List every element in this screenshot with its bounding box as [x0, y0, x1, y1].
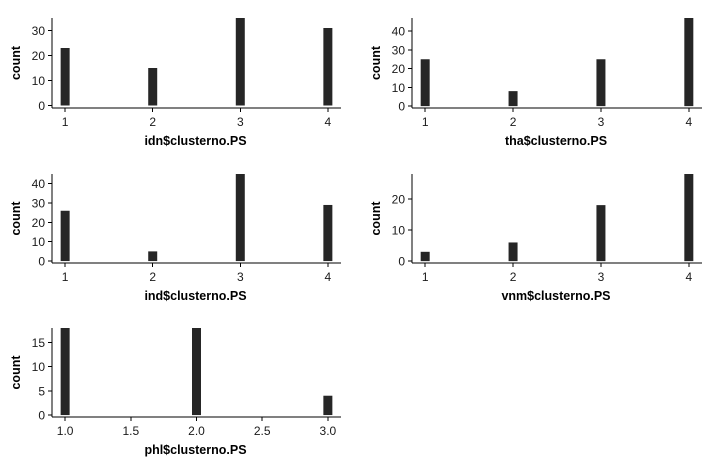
x-tick-label: 1 [62, 115, 69, 129]
y-axis-title: count [9, 201, 23, 236]
panel-3: 0 10 20 30 40 1 2 3 4 ind$clusterno.PS count [9, 174, 341, 303]
y-tick-label: 20 [392, 192, 406, 206]
bar-2 [508, 242, 518, 262]
y-tick-label: 30 [32, 197, 46, 211]
y-tick-label: 0 [398, 255, 405, 269]
bar-4 [684, 18, 694, 107]
bar-2 [148, 68, 158, 106]
x-tick-label: 2 [510, 115, 517, 129]
y-tick-label: 30 [32, 24, 46, 38]
x-tick-label: 3 [598, 115, 605, 129]
x-tick-label: 2.5 [254, 424, 271, 438]
panel-4: 0 10 20 1 2 3 4 vnm$clusterno.PS count [369, 174, 702, 303]
y-tick-label: 10 [32, 74, 46, 88]
bar-4 [323, 204, 333, 262]
y-tick-label: 20 [32, 49, 46, 63]
x-axis-title: ind$clusterno.PS [144, 289, 246, 303]
y-axis-title: count [9, 45, 23, 80]
y-tick-label: 0 [38, 255, 45, 269]
x-axis-title: phl$clusterno.PS [144, 443, 246, 457]
panel-1: 0 10 20 30 1 2 3 4 idn$clusterno.PS count [9, 18, 341, 148]
y-tick-label: 0 [38, 99, 45, 113]
y-axis-title: count [369, 201, 383, 236]
y-axis-title: count [369, 45, 383, 80]
bar-1 [60, 328, 70, 416]
y-tick-label: 10 [392, 224, 406, 238]
x-tick-label: 1 [62, 270, 69, 284]
y-tick-label: 40 [32, 177, 46, 191]
x-tick-label: 3 [237, 270, 244, 284]
y-tick-label: 40 [392, 25, 406, 39]
y-tick-label: 30 [392, 43, 406, 57]
x-tick-label: 1.0 [57, 424, 74, 438]
x-tick-label: 2 [149, 115, 156, 129]
bar-3 [596, 59, 606, 107]
bar-3 [596, 205, 606, 262]
y-tick-label: 15 [32, 336, 46, 350]
bar-4 [323, 28, 333, 106]
x-tick-label: 2 [510, 270, 517, 284]
bar-2 [148, 251, 158, 262]
y-tick-label: 10 [392, 81, 406, 95]
y-tick-label: 10 [32, 235, 46, 249]
y-tick-label: 20 [392, 62, 406, 76]
bar-1 [60, 210, 70, 262]
bar-1 [420, 251, 430, 262]
y-axis-title: count [9, 355, 23, 390]
x-axis-title: idn$clusterno.PS [144, 134, 246, 148]
panel-2: 0 10 20 30 40 1 2 3 4 tha$clusterno.PS count [369, 18, 702, 148]
bar-4 [684, 174, 694, 262]
y-tick-label: 10 [32, 360, 46, 374]
x-tick-label: 4 [325, 270, 332, 284]
bar-2 [192, 328, 201, 416]
y-tick-label: 0 [398, 100, 405, 114]
x-tick-label: 1 [422, 115, 429, 129]
bar-3 [235, 18, 245, 106]
bar-3 [323, 395, 333, 416]
y-tick-label: 0 [38, 409, 45, 423]
x-tick-label: 3 [237, 115, 244, 129]
x-tick-label: 1.5 [122, 424, 139, 438]
x-tick-label: 3.0 [320, 424, 337, 438]
y-tick-label: 20 [32, 216, 46, 230]
bar-2 [508, 91, 518, 107]
panel-5: 0 5 10 15 1.0 1.5 2.0 2.5 3.0 phl$clusterno.PS cou… [9, 328, 341, 457]
x-tick-label: 2 [149, 270, 156, 284]
bar-1 [60, 48, 70, 106]
x-tick-label: 1 [422, 270, 429, 284]
x-tick-label: 4 [685, 115, 692, 129]
bar-1 [420, 59, 430, 107]
x-tick-label: 3 [598, 270, 605, 284]
y-tick-label: 5 [38, 384, 45, 398]
x-axis-title: vnm$clusterno.PS [501, 289, 610, 303]
bar-3 [235, 174, 245, 262]
x-tick-label: 2.0 [188, 424, 205, 438]
x-tick-label: 4 [685, 270, 692, 284]
x-tick-label: 4 [325, 115, 332, 129]
x-axis-title: tha$clusterno.PS [505, 134, 607, 148]
